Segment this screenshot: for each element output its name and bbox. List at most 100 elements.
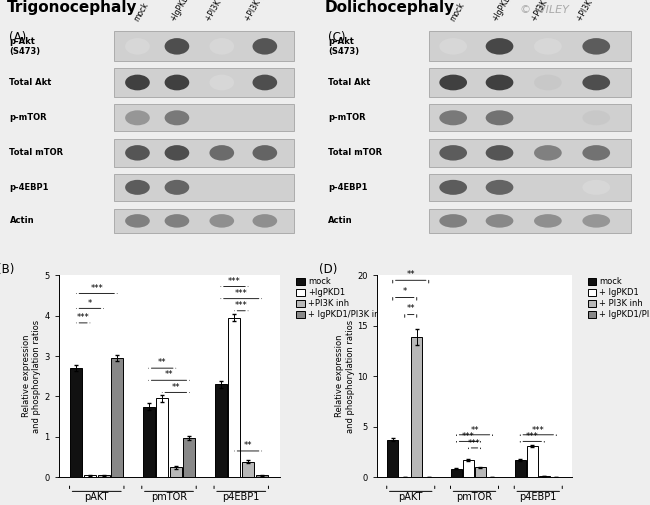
FancyBboxPatch shape [429,68,630,97]
Ellipse shape [534,75,562,90]
Ellipse shape [534,180,562,195]
Ellipse shape [209,75,234,90]
Text: p-4EBP1: p-4EBP1 [328,183,368,192]
Text: pAKT: pAKT [398,492,423,502]
Bar [70,368,83,477]
Ellipse shape [209,38,234,55]
FancyBboxPatch shape [429,104,630,131]
Ellipse shape [534,145,562,161]
FancyBboxPatch shape [429,174,630,201]
Bar [242,462,254,477]
Ellipse shape [209,180,234,195]
Ellipse shape [582,180,610,195]
Text: p-Akt
(S473): p-Akt (S473) [10,37,40,56]
Y-axis label: Relative expression
and phosphorylation ratios: Relative expression and phosphorylation … [22,320,42,433]
Text: *: * [88,298,92,308]
Ellipse shape [125,214,150,228]
Bar [475,467,486,477]
Text: Total mTOR: Total mTOR [328,148,382,158]
Ellipse shape [209,214,234,228]
Ellipse shape [486,180,514,195]
Ellipse shape [252,214,277,228]
Text: +IgPKD1: +IgPKD1 [491,0,515,23]
Bar [215,384,227,477]
Text: ***: *** [235,301,248,310]
Text: (C): (C) [328,31,346,44]
Text: pmTOR: pmTOR [456,492,493,502]
Text: (A): (A) [10,31,27,44]
Ellipse shape [209,110,234,125]
Text: **: ** [244,441,252,450]
Text: Trigonocephaly: Trigonocephaly [6,0,137,15]
Text: p-mTOR: p-mTOR [328,113,366,122]
Text: +PI3K in: +PI3K in [204,0,228,23]
Ellipse shape [164,38,189,55]
Text: +IgPKD1: +IgPKD1 [168,0,192,23]
Ellipse shape [125,145,150,161]
Ellipse shape [439,110,467,125]
Text: Total Akt: Total Akt [10,78,52,87]
Text: Total Akt: Total Akt [328,78,370,87]
Bar [98,475,110,477]
Text: ***: *** [77,313,90,322]
Text: mock: mock [448,1,467,23]
Bar [156,398,168,477]
Bar [142,407,155,477]
Ellipse shape [582,38,610,55]
FancyBboxPatch shape [429,139,630,167]
Text: **: ** [406,304,415,313]
Text: p-4EBP1: p-4EBP1 [10,183,49,192]
FancyBboxPatch shape [429,209,630,233]
Legend: mock, + IgPKD1, + PI3K inh, + IgPKD1/PI3K inh: mock, + IgPKD1, + PI3K inh, + IgPKD1/PI3… [586,275,650,321]
Ellipse shape [252,38,277,55]
Text: mock: mock [132,1,150,23]
Ellipse shape [252,180,277,195]
Text: ***: *** [468,439,481,448]
Ellipse shape [164,110,189,125]
Text: ***: *** [235,289,248,298]
Text: +PI3K in: +PI3K in [530,0,554,23]
Bar [539,476,549,477]
Ellipse shape [486,145,514,161]
Ellipse shape [582,214,610,228]
Ellipse shape [534,38,562,55]
Text: pmTOR: pmTOR [151,492,187,502]
Ellipse shape [125,110,150,125]
Text: Dolichocephaly: Dolichocephaly [325,0,455,15]
Text: +PI3K in/ IgPKD1: +PI3K in/ IgPKD1 [242,0,283,23]
Text: ***: *** [462,432,475,441]
Ellipse shape [439,75,467,90]
Text: p-Akt
(S473): p-Akt (S473) [328,37,359,56]
FancyBboxPatch shape [114,68,294,97]
Text: © WILEY: © WILEY [520,6,569,16]
Text: ***: *** [532,426,545,435]
Bar [451,469,462,477]
Ellipse shape [125,180,150,195]
Ellipse shape [582,75,610,90]
Text: Actin: Actin [10,216,34,225]
Text: **: ** [164,370,174,379]
Text: **: ** [406,270,415,279]
Text: **: ** [470,426,479,435]
Bar [463,460,474,477]
Ellipse shape [486,75,514,90]
Ellipse shape [164,214,189,228]
Ellipse shape [125,38,150,55]
Text: p4EBP1: p4EBP1 [222,492,260,502]
Text: **: ** [172,382,180,391]
Bar [527,446,538,477]
FancyBboxPatch shape [114,31,294,61]
Text: p4EBP1: p4EBP1 [519,492,557,502]
Ellipse shape [125,75,150,90]
Ellipse shape [439,38,467,55]
Ellipse shape [252,75,277,90]
Ellipse shape [252,145,277,161]
Bar [387,440,398,477]
Text: ***: *** [90,283,103,292]
Text: Actin: Actin [328,216,353,225]
Ellipse shape [534,214,562,228]
Bar [170,467,182,477]
Text: *: * [402,287,407,296]
Text: pAKT: pAKT [84,492,109,502]
Text: ***: *** [228,277,241,286]
